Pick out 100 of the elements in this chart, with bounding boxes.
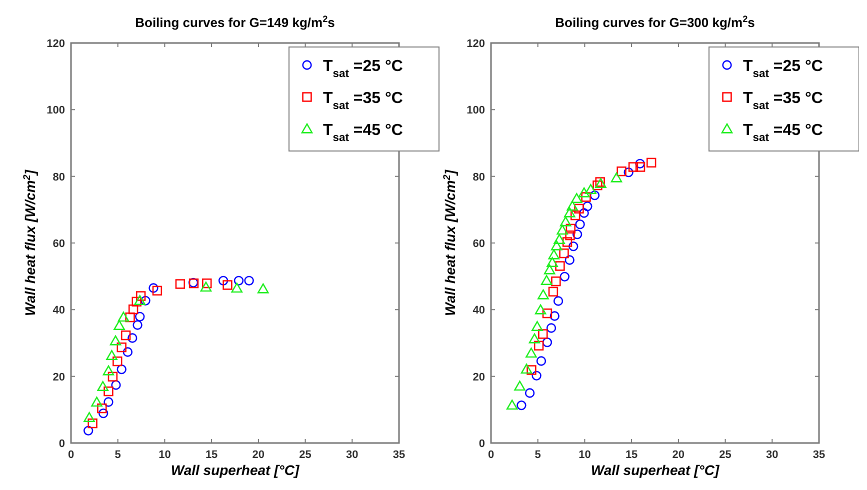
point	[134, 295, 146, 306]
point	[578, 187, 590, 198]
point	[566, 200, 578, 211]
x-tick-label: 15	[625, 449, 638, 461]
point	[516, 400, 526, 410]
point	[540, 275, 552, 286]
point	[106, 350, 118, 360]
legend-label: T$_{sat}$ =35 °C	[743, 90, 824, 112]
point	[244, 276, 254, 286]
point	[128, 333, 138, 343]
point	[628, 162, 638, 172]
point	[231, 282, 243, 293]
x-tick-label: 30	[346, 449, 358, 461]
x-tick-label: 0	[68, 449, 74, 461]
point	[565, 230, 575, 240]
x-tick-label: 10	[158, 449, 171, 461]
point	[175, 279, 186, 289]
point	[635, 158, 645, 169]
point	[520, 364, 532, 374]
point	[111, 380, 121, 390]
point	[551, 276, 561, 286]
point	[536, 356, 546, 366]
y-tick-label: 80	[472, 171, 485, 184]
point	[572, 229, 582, 240]
point	[574, 204, 584, 214]
point	[104, 397, 114, 407]
y-tick-label: 0	[478, 438, 485, 450]
point	[560, 272, 570, 282]
point	[538, 289, 549, 300]
point	[122, 347, 133, 357]
y-tick-label: 60	[472, 238, 485, 250]
legend-label: T$_{sat}$ =45 °C	[323, 122, 404, 144]
point	[568, 241, 578, 252]
x-tick-label: 0	[488, 449, 494, 461]
point	[571, 193, 582, 204]
point	[570, 210, 580, 220]
point	[560, 216, 572, 226]
point	[104, 386, 114, 396]
y-tick-label: 120	[466, 38, 485, 50]
point	[136, 291, 146, 301]
point	[616, 166, 626, 176]
point	[554, 234, 565, 244]
point	[118, 312, 130, 322]
x-tick-label: 35	[392, 449, 406, 461]
point	[548, 286, 558, 297]
point	[222, 280, 232, 290]
point	[635, 162, 646, 172]
legend-label: T$_{sat}$ =25 °C	[323, 58, 404, 80]
y-tick-label: 40	[472, 304, 485, 317]
point	[564, 255, 574, 265]
point	[528, 333, 540, 344]
point	[526, 365, 536, 375]
legend-label: T$_{sat}$ =25 °C	[743, 58, 824, 80]
point	[532, 370, 542, 381]
x-tick-label: 5	[114, 449, 121, 461]
point	[116, 342, 126, 352]
point	[555, 261, 565, 271]
point	[234, 276, 244, 286]
point	[579, 208, 589, 218]
point	[553, 296, 564, 306]
x-tick-label: 25	[299, 449, 312, 461]
point	[548, 249, 560, 260]
point	[559, 248, 569, 258]
y-tick-label: 60	[52, 238, 65, 250]
point	[152, 286, 162, 296]
point	[582, 201, 592, 212]
x-tick-label: 20	[252, 449, 265, 461]
point	[590, 190, 600, 200]
point	[506, 400, 518, 410]
point	[532, 321, 543, 332]
point	[98, 408, 108, 418]
point	[585, 184, 596, 194]
point	[538, 329, 548, 339]
point	[550, 311, 560, 321]
point	[132, 296, 142, 307]
point	[592, 180, 602, 190]
point	[125, 312, 135, 322]
chart-title: Boiling curves for G=300 kg/m$^{2}$s	[555, 14, 755, 30]
x-tick-label: 20	[672, 449, 685, 461]
x-tick-label: 15	[205, 449, 218, 461]
y-tick-label: 0	[58, 438, 65, 450]
point	[114, 320, 125, 330]
point	[542, 308, 552, 318]
point	[202, 278, 212, 288]
point	[97, 381, 109, 392]
point	[581, 192, 591, 202]
point	[556, 224, 568, 235]
point	[132, 320, 142, 330]
y-tick-label: 20	[52, 371, 65, 384]
point	[120, 330, 131, 340]
point	[562, 237, 572, 247]
point	[566, 224, 576, 234]
point	[97, 403, 107, 414]
point	[514, 380, 526, 391]
point	[542, 337, 552, 348]
y-tick-label: 120	[46, 38, 65, 50]
point	[110, 335, 122, 346]
point	[546, 323, 556, 333]
x-axis-title: Wall superheat [°C]	[170, 462, 300, 478]
point	[257, 283, 269, 294]
